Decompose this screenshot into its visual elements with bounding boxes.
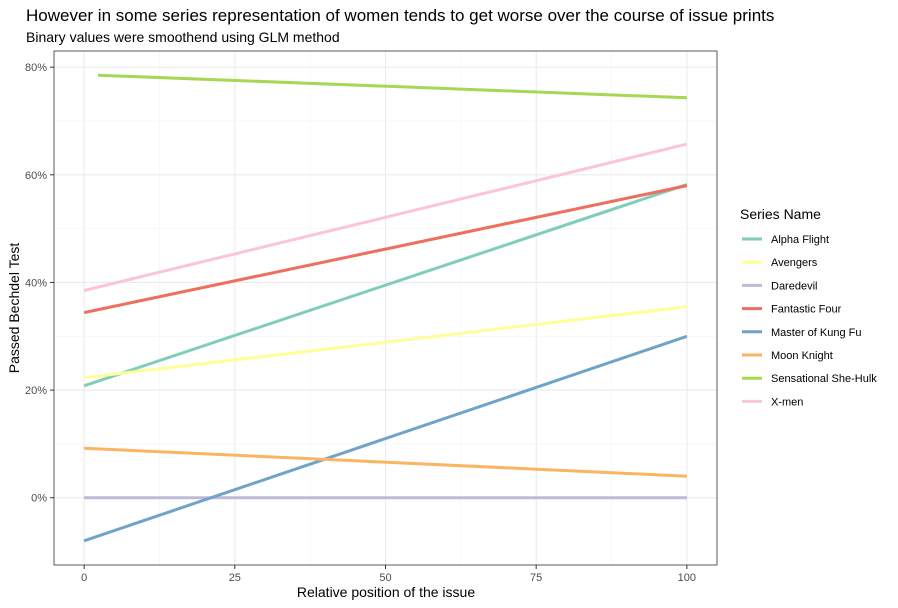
series-line	[83, 184, 688, 315]
y-axis-title: Passed Bechdel Test	[6, 243, 22, 374]
chart-subtitle: Binary values were smoothend using GLM m…	[26, 29, 340, 45]
series-line	[97, 73, 687, 100]
legend-label: Fantastic Four	[771, 304, 842, 316]
y-tick-label: 60%	[25, 170, 47, 182]
y-tick-label: 20%	[25, 385, 47, 397]
series-line	[84, 446, 687, 478]
legend-label: X-men	[771, 396, 803, 408]
legend-label: Sensational She-Hulk	[771, 373, 877, 385]
x-tick-label: 0	[81, 572, 87, 584]
legend-label: Alpha Flight	[771, 234, 829, 246]
series-line	[83, 334, 688, 543]
series-line	[83, 305, 688, 380]
y-tick-label: 0%	[31, 493, 47, 505]
plot-area: 0 25 50 75 100 0% 20% 40% 60% 80%	[25, 50, 718, 584]
y-tick-label: 40%	[25, 277, 47, 289]
x-tick-label: 75	[530, 572, 542, 584]
legend-label: Daredevil	[771, 280, 817, 292]
y-tick-label: 80%	[25, 62, 47, 74]
x-tick-label: 100	[678, 572, 696, 584]
series-line	[83, 142, 688, 292]
chart-title: However in some series representation of…	[26, 6, 774, 25]
legend-label: Master of Kung Fu	[771, 327, 862, 339]
legend-label: Moon Knight	[771, 350, 833, 362]
x-tick-label: 25	[229, 572, 241, 584]
legend-title: Series Name	[740, 206, 821, 222]
x-tick-label: 50	[379, 572, 391, 584]
legend-label: Avengers	[771, 257, 818, 269]
legend: Series Name Alpha Flight Avengers Daredevi…	[740, 206, 877, 408]
series-line	[83, 183, 688, 388]
x-axis-title: Relative position of the issue	[297, 584, 475, 600]
